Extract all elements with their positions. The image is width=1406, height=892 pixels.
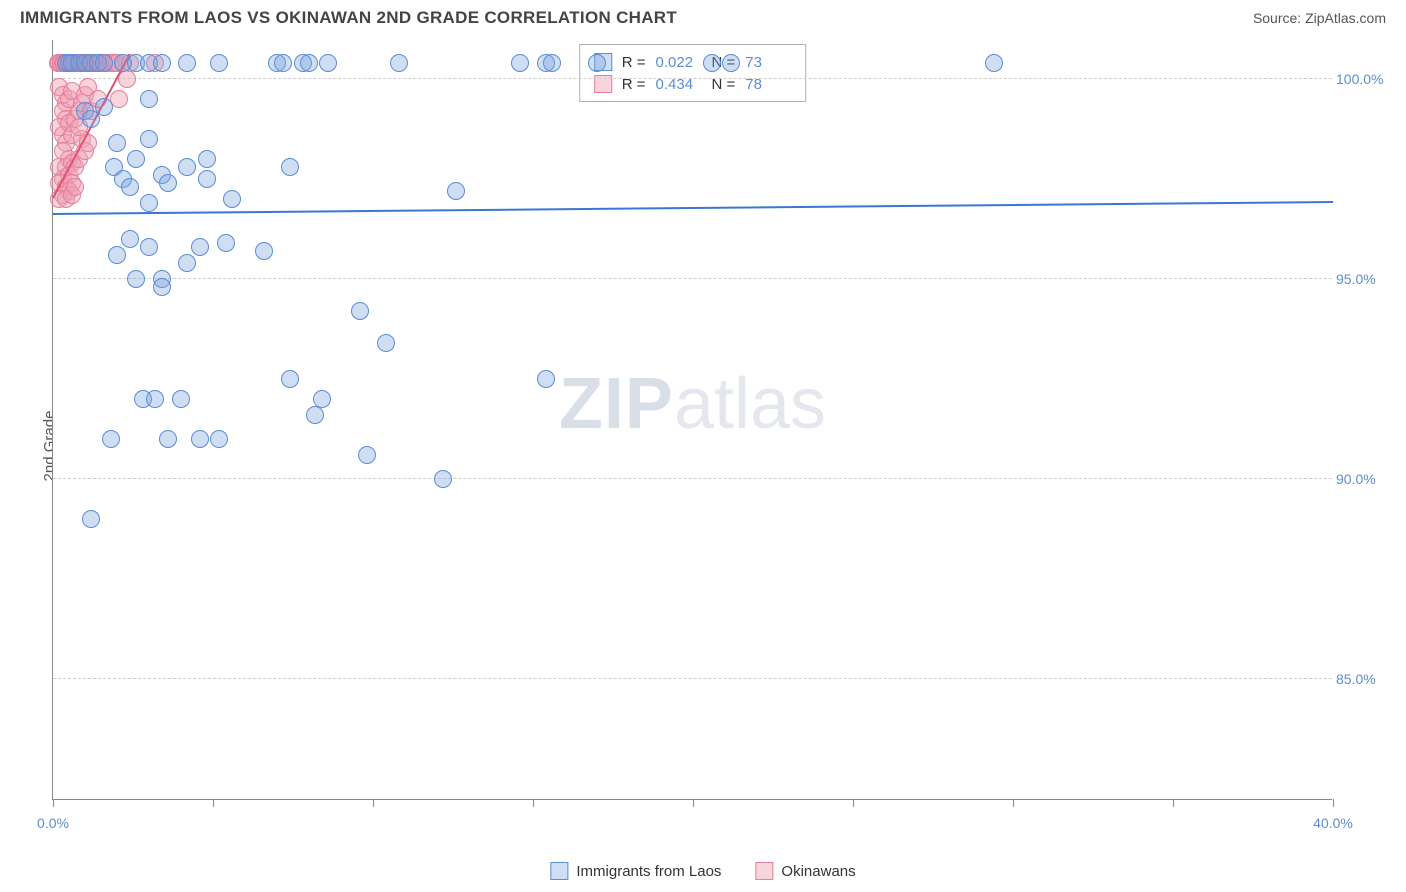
data-point xyxy=(306,406,324,424)
gridline xyxy=(53,78,1332,79)
data-point xyxy=(210,430,228,448)
legend-label: Okinawans xyxy=(781,863,855,880)
data-point xyxy=(82,510,100,528)
gridline xyxy=(53,278,1332,279)
data-point xyxy=(390,54,408,72)
data-point xyxy=(66,178,84,196)
data-point xyxy=(198,170,216,188)
legend-swatch xyxy=(755,862,773,880)
y-tick-label: 95.0% xyxy=(1336,271,1388,287)
data-point xyxy=(140,90,158,108)
legend-item: Okinawans xyxy=(755,862,855,880)
data-point xyxy=(223,190,241,208)
r-value: 0.022 xyxy=(656,54,702,71)
chart-title: IMMIGRANTS FROM LAOS VS OKINAWAN 2ND GRA… xyxy=(20,8,677,28)
data-point xyxy=(351,302,369,320)
data-point xyxy=(300,54,318,72)
stats-legend: R =0.022N =73R =0.434N =78 xyxy=(579,44,807,102)
data-point xyxy=(319,54,337,72)
x-tick xyxy=(213,799,214,807)
data-point xyxy=(447,182,465,200)
gridline xyxy=(53,678,1332,679)
data-point xyxy=(127,270,145,288)
stats-row: R =0.022N =73 xyxy=(594,51,792,73)
data-point xyxy=(153,54,171,72)
data-point xyxy=(172,390,190,408)
y-tick-label: 90.0% xyxy=(1336,471,1388,487)
watermark: ZIPatlas xyxy=(559,363,826,445)
data-point xyxy=(588,54,606,72)
data-point xyxy=(537,370,555,388)
data-point xyxy=(178,158,196,176)
data-point xyxy=(159,430,177,448)
data-point xyxy=(543,54,561,72)
data-point xyxy=(191,430,209,448)
x-tick-label: 0.0% xyxy=(37,815,69,831)
data-point xyxy=(146,390,164,408)
data-point xyxy=(108,246,126,264)
watermark-part1: ZIP xyxy=(559,364,674,444)
data-point xyxy=(140,194,158,212)
data-point xyxy=(703,54,721,72)
r-label: R = xyxy=(622,54,646,71)
data-point xyxy=(255,242,273,260)
x-tick xyxy=(1173,799,1174,807)
data-point xyxy=(159,174,177,192)
x-tick xyxy=(1333,799,1334,807)
data-point xyxy=(281,370,299,388)
n-value: 73 xyxy=(745,54,791,71)
data-point xyxy=(153,278,171,296)
data-point xyxy=(198,150,216,168)
data-point xyxy=(511,54,529,72)
data-point xyxy=(121,230,139,248)
x-tick xyxy=(533,799,534,807)
data-point xyxy=(140,238,158,256)
data-point xyxy=(281,158,299,176)
data-point xyxy=(127,150,145,168)
x-tick xyxy=(1013,799,1014,807)
legend-item: Immigrants from Laos xyxy=(550,862,721,880)
x-tick xyxy=(373,799,374,807)
data-point xyxy=(210,54,228,72)
data-point xyxy=(434,470,452,488)
data-point xyxy=(722,54,740,72)
stats-row: R =0.434N =78 xyxy=(594,73,792,95)
data-point xyxy=(191,238,209,256)
data-point xyxy=(217,234,235,252)
source-label: Source: ZipAtlas.com xyxy=(1253,10,1386,26)
data-point xyxy=(121,178,139,196)
data-point xyxy=(178,254,196,272)
x-tick xyxy=(853,799,854,807)
data-point xyxy=(95,54,113,72)
data-point xyxy=(108,134,126,152)
data-point xyxy=(985,54,1003,72)
data-point xyxy=(178,54,196,72)
legend-swatch xyxy=(550,862,568,880)
data-point xyxy=(377,334,395,352)
data-point xyxy=(274,54,292,72)
data-point xyxy=(358,446,376,464)
gridline xyxy=(53,478,1332,479)
x-tick xyxy=(693,799,694,807)
scatter-plot: ZIPatlas R =0.022N =73R =0.434N =78 85.0… xyxy=(52,40,1332,800)
data-point xyxy=(95,98,113,116)
watermark-part2: atlas xyxy=(674,364,826,444)
legend-label: Immigrants from Laos xyxy=(576,863,721,880)
y-tick-label: 85.0% xyxy=(1336,671,1388,687)
data-point xyxy=(102,430,120,448)
y-tick-label: 100.0% xyxy=(1336,71,1388,87)
data-point xyxy=(140,130,158,148)
bottom-legend: Immigrants from Laos Okinawans xyxy=(550,862,855,880)
trend-line xyxy=(53,201,1333,215)
x-tick xyxy=(53,799,54,807)
x-tick-label: 40.0% xyxy=(1313,815,1353,831)
